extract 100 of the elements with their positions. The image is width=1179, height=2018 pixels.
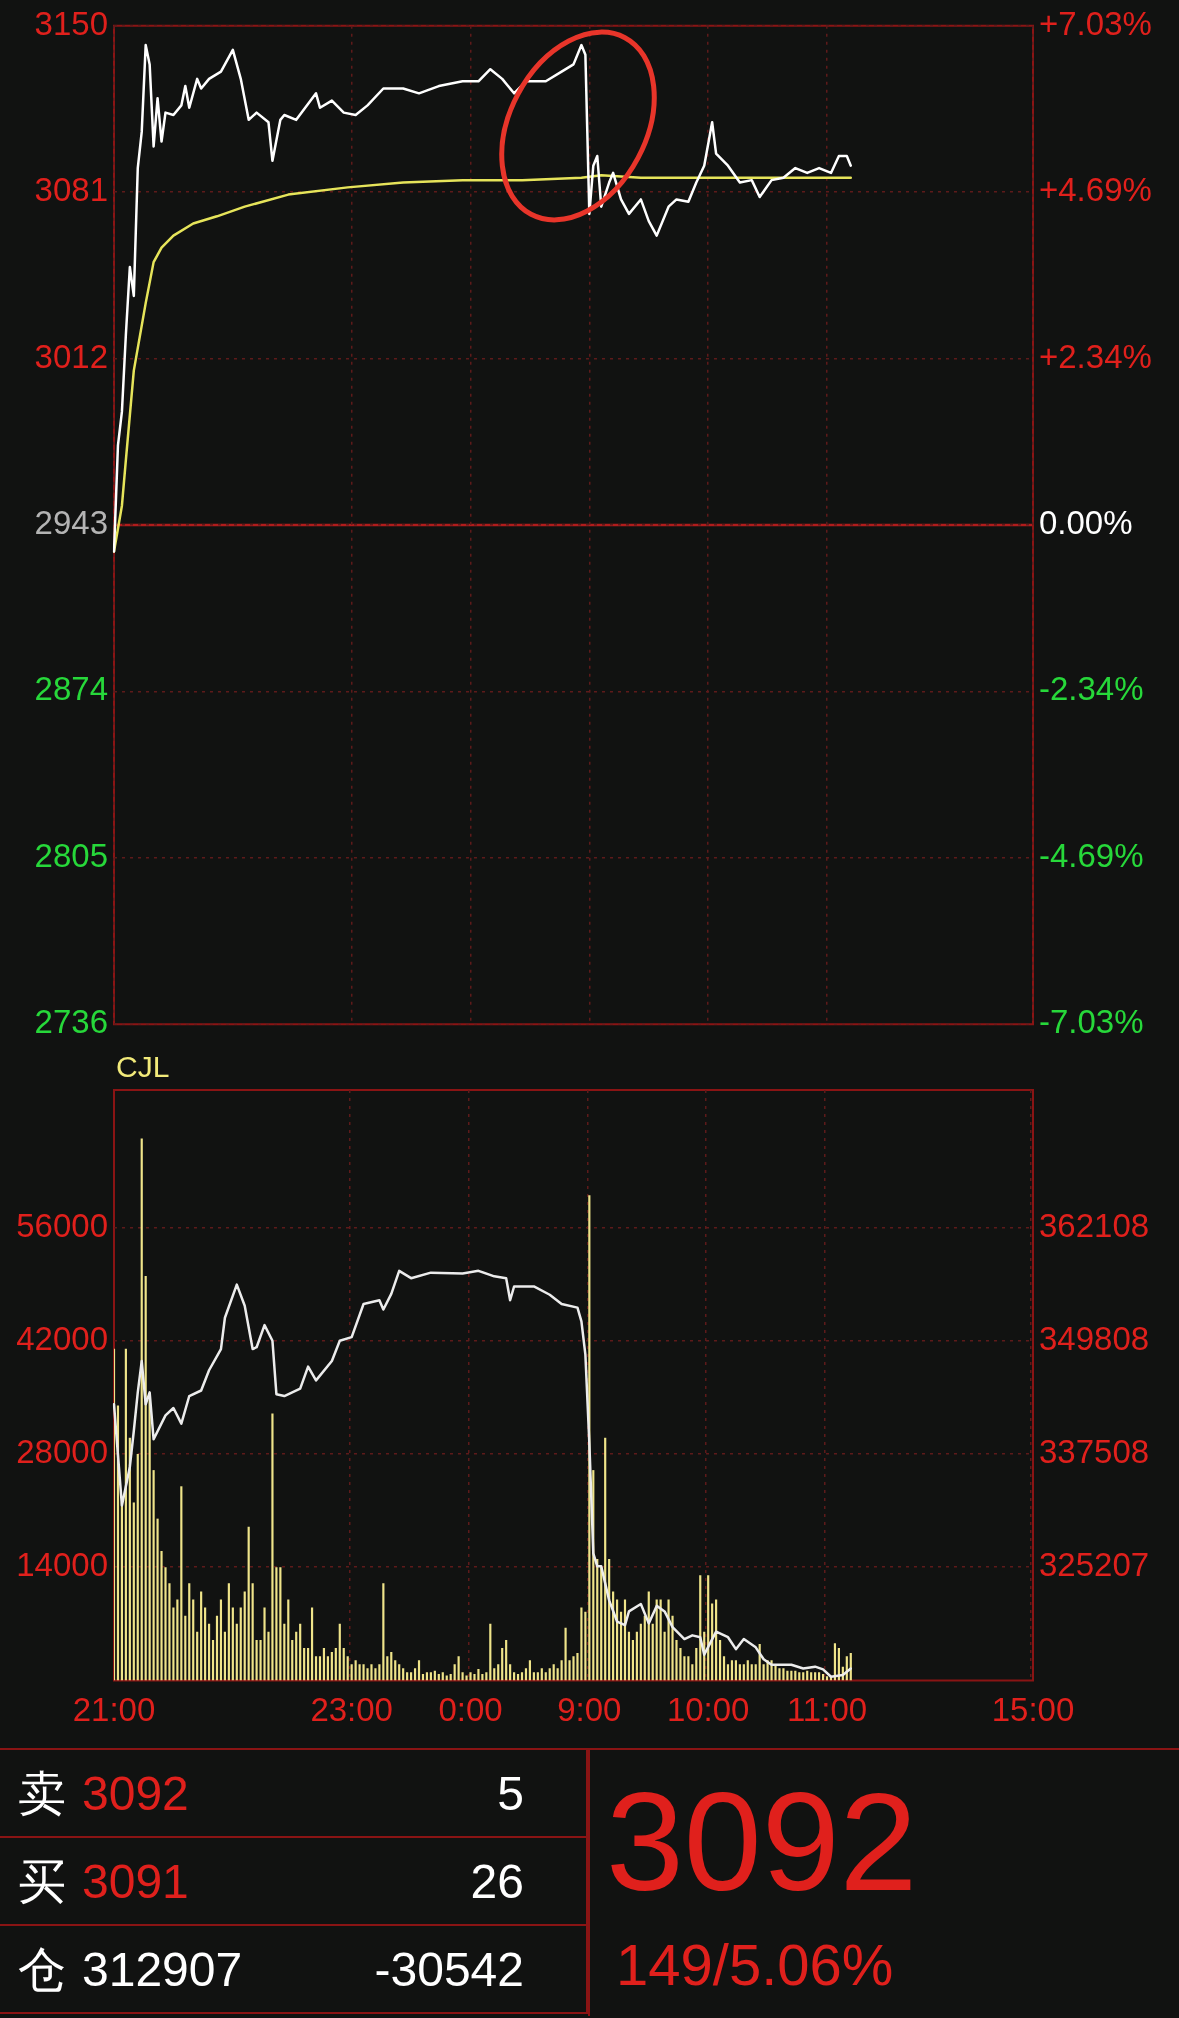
bar [326,1656,329,1681]
bar [489,1623,492,1681]
text: 3092 [606,1763,918,1920]
x-tick-label: 23:00 [310,1691,393,1729]
bar [271,1413,274,1681]
y-tick-label: 3150 [34,4,108,42]
text: 5 [497,1767,524,1820]
bar [548,1668,551,1681]
bar [192,1599,195,1681]
bar [295,1631,298,1681]
bar [742,1664,745,1681]
bar [188,1583,191,1681]
y2-tick-label: -2.34% [1039,670,1144,708]
bar [132,1502,135,1681]
bar [386,1656,389,1681]
text: 3092 [82,1767,189,1820]
bar [307,1648,310,1681]
bar [291,1639,294,1681]
text: 卖 [18,1767,66,1820]
bar [310,1607,314,1681]
bar [314,1656,318,1681]
bar [635,1631,638,1681]
y-tick-label: 28000 [16,1433,108,1471]
bar [318,1656,322,1681]
x-tick-label: 21:00 [72,1691,156,1729]
x-tick-label: 11:00 [786,1691,868,1729]
bar [251,1583,254,1681]
bar [196,1631,199,1681]
bar [303,1648,306,1681]
y2-tick-label: 325207 [1039,1546,1150,1584]
bar [215,1615,219,1681]
bar [207,1623,211,1681]
bar [374,1668,377,1681]
bar [362,1664,365,1681]
bar [334,1648,337,1681]
bar [239,1607,242,1681]
bar [247,1526,250,1681]
bar [235,1623,238,1681]
bar [223,1631,226,1681]
bar [366,1668,369,1681]
bar [354,1660,357,1681]
bar [718,1639,722,1681]
bar [651,1623,654,1681]
bar [342,1648,345,1681]
bar [631,1639,635,1681]
bar [370,1664,373,1681]
text: 仓 [18,1943,66,1996]
bar [556,1668,559,1681]
bar [695,1648,698,1681]
y-tick-label: 2874 [34,670,108,708]
y2-tick-label: +7.03% [1039,4,1152,42]
bar [762,1664,765,1681]
bar [509,1664,512,1681]
bar [283,1623,286,1681]
bar [493,1668,496,1681]
bar [211,1639,215,1681]
bar [524,1668,528,1681]
bar [299,1623,302,1681]
text: -30542 [374,1943,524,1996]
bar [413,1668,417,1681]
bar [505,1639,508,1681]
bar [402,1668,405,1681]
bar [243,1591,246,1681]
y2-tick-label: +4.69% [1039,171,1152,209]
x-tick-label: 9:00 [557,1691,622,1729]
bar [584,1611,587,1681]
bar [746,1660,749,1681]
bar [176,1599,179,1681]
bar [726,1664,730,1681]
bar [572,1656,575,1681]
y2-tick-label: -7.03% [1039,1003,1144,1041]
bar [627,1631,631,1681]
bar [227,1583,230,1681]
y2-tick-label: +2.34% [1039,337,1152,375]
y2-tick-label: -4.69% [1039,837,1144,875]
bar [564,1627,567,1681]
text: 买 [18,1855,66,1908]
y-tick-label: 3081 [34,171,108,209]
bar [255,1639,258,1681]
y2-tick-label: 349808 [1039,1319,1150,1357]
bar [204,1607,207,1681]
bar [750,1664,753,1681]
bar [279,1567,282,1681]
y2-tick-label: 362108 [1039,1206,1150,1244]
bar [358,1664,361,1681]
y2-tick-label: 337508 [1039,1433,1150,1471]
bar [219,1599,223,1681]
bar [390,1652,393,1681]
bar [136,1453,139,1681]
bar [734,1660,737,1681]
x-tick-label: 10:00 [666,1691,750,1729]
bar [465,1675,468,1681]
bar [346,1656,349,1681]
y-tick-label: 2943 [34,504,108,542]
bar [469,1672,472,1681]
bar [287,1599,290,1681]
x-tick-label: 15:00 [991,1691,1075,1729]
x-tick-label: 0:00 [438,1691,503,1729]
bar [417,1660,421,1681]
bar [231,1607,234,1681]
